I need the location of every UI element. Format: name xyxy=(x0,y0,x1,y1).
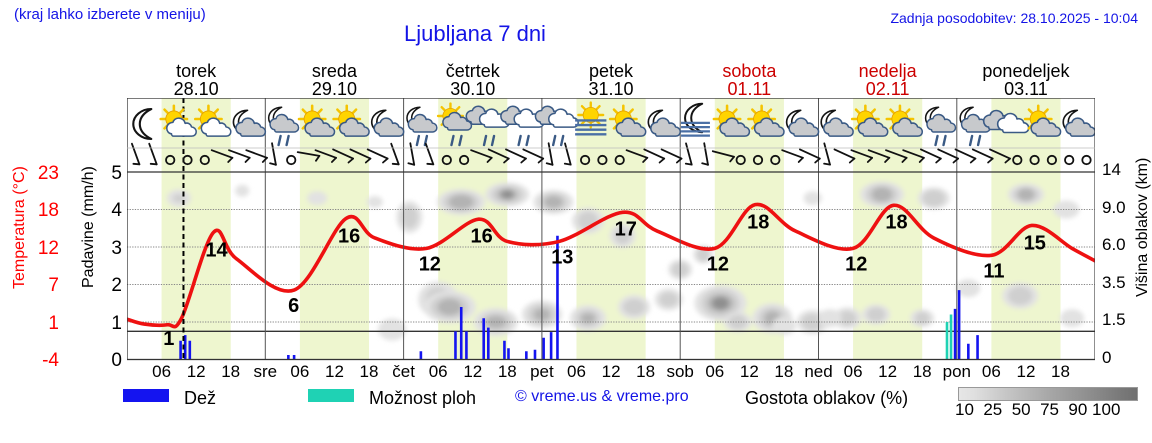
svg-text:11: 11 xyxy=(983,260,1004,282)
svg-text:1: 1 xyxy=(163,328,174,350)
svg-text:15: 15 xyxy=(1024,233,1046,255)
svg-text:18: 18 xyxy=(885,212,907,234)
svg-text:18: 18 xyxy=(747,212,769,234)
svg-text:13: 13 xyxy=(551,246,573,268)
svg-text:6: 6 xyxy=(288,295,299,317)
svg-text:12: 12 xyxy=(845,253,867,275)
svg-text:12: 12 xyxy=(707,253,729,275)
svg-text:17: 17 xyxy=(615,219,637,241)
svg-text:14: 14 xyxy=(205,240,228,262)
svg-text:12: 12 xyxy=(419,253,441,275)
svg-text:16: 16 xyxy=(338,226,360,248)
svg-text:16: 16 xyxy=(471,226,493,248)
